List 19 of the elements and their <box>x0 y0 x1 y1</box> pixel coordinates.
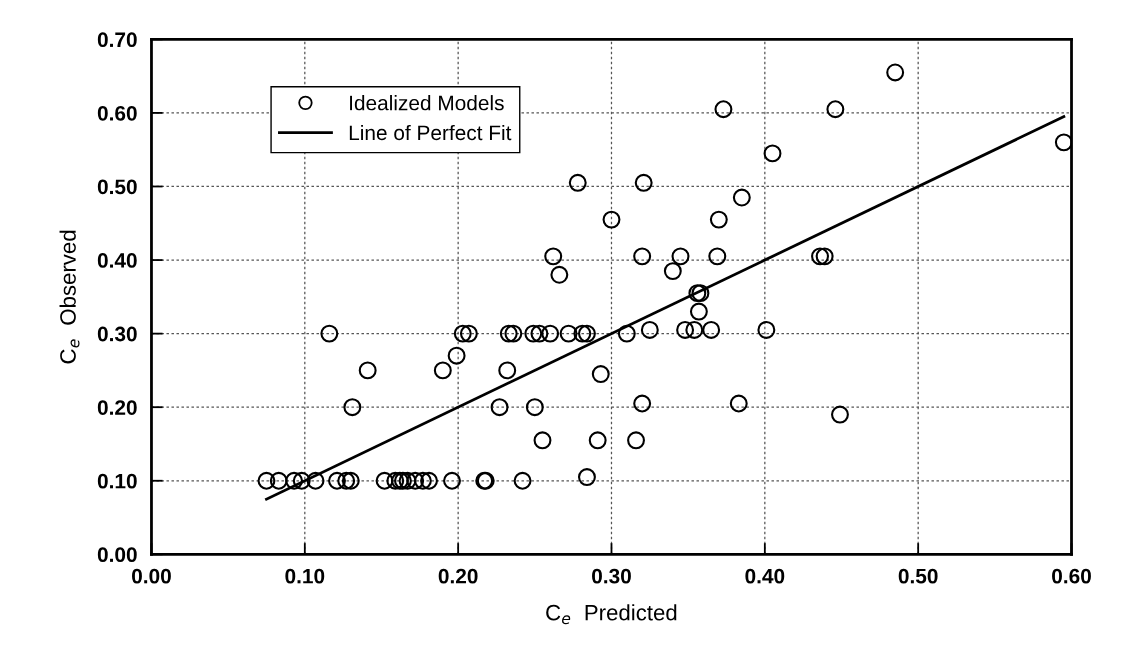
x-tick-label: 0.20 <box>438 568 478 584</box>
y-axis-title: C$_{e}$ Observed <box>59 230 80 364</box>
legend-label: Idealized Models <box>350 95 504 111</box>
y-tick-label: 0.00 <box>97 547 137 563</box>
y-tick-label: 0.30 <box>97 326 137 342</box>
y-tick-label: 0.70 <box>97 32 137 48</box>
x-tick-label: 0.60 <box>1052 568 1091 584</box>
x-tick-label: 0.10 <box>285 568 325 584</box>
legend-label: Line of Perfect Fit <box>349 124 512 141</box>
y-tick-label: 0.40 <box>97 253 137 268</box>
y-tick-label: 0.50 <box>97 179 137 195</box>
x-tick-label: 0.40 <box>745 568 785 584</box>
x-tick-label: 0.00 <box>132 568 171 584</box>
x-axis-title: C$_{e}$ Predicted <box>546 604 677 625</box>
y-tick-label: 0.20 <box>97 400 137 415</box>
x-tick-label: 0.30 <box>592 568 631 584</box>
x-tick-label: 0.50 <box>898 568 938 584</box>
y-tick-label: 0.60 <box>97 105 137 121</box>
y-tick-label: 0.10 <box>97 473 137 489</box>
